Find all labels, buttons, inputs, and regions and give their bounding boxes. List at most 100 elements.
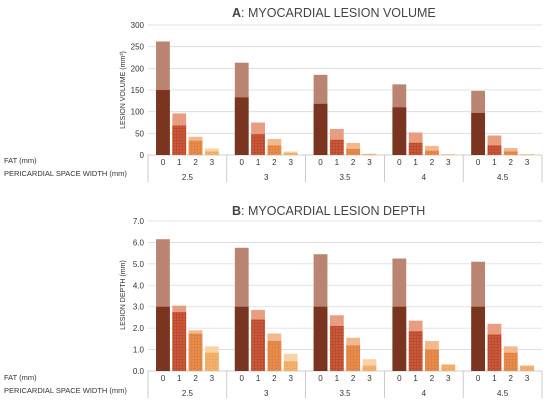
chart-a-width-row-label: PERICARDIAL SPACE WIDTH (mm): [4, 169, 127, 178]
chart-b-fat-label: 1: [256, 374, 261, 383]
chart-a-fat-label: 3: [525, 158, 530, 167]
chart-a-fat-label: 0: [476, 158, 481, 167]
chart-a-y-tick-label: 100: [131, 108, 145, 117]
chart-a-bar-total-4.5-fat-2: [503, 148, 518, 155]
chart-panel-b: B: MYOCARDIAL LESION DEPTH LESION DEPTH …: [4, 204, 543, 398]
chart-a-bar-texture-2.5-fat-2: [188, 140, 203, 155]
chart-a-fat-label: 2: [193, 158, 198, 167]
chart-b-fat-label: 3: [288, 374, 293, 383]
chart-b-bar-core-4.5-fat-0: [471, 306, 486, 371]
chart-b-fat-label: 3: [446, 374, 451, 383]
chart-b-fat-label: 2: [509, 374, 514, 383]
chart-a-bar-texture-2.5-fat-3: [204, 151, 219, 155]
chart-b-y-axis-label: LESION DEPTH (mm): [120, 260, 127, 330]
chart-b-fat-label: 0: [318, 374, 323, 383]
chart-a-fat-label: 2: [430, 158, 435, 167]
chart-b-bar-texture-4-fat-3: [441, 364, 456, 371]
chart-a-bar-texture-3-fat-3: [283, 152, 298, 155]
chart-a-width-label-4.5: 4.5: [497, 173, 509, 182]
chart-b-fat-label: 1: [413, 374, 418, 383]
chart-a-title: A: MYOCARDIAL LESION VOLUME: [232, 6, 436, 20]
chart-b-bar-texture-2.5-fat-1: [172, 312, 187, 371]
chart-a-y-tick-label: 200: [131, 64, 145, 73]
chart-a-fat-label: 2: [272, 158, 277, 167]
chart-a-bar-core-3.5-fat-0: [313, 103, 328, 155]
chart-b-y-tick-label: 0.0: [133, 367, 145, 376]
chart-a-width-label-3.5: 3.5: [339, 173, 351, 182]
chart-panel-a: A: MYOCARDIAL LESION VOLUME LESION VOLUM…: [4, 6, 543, 182]
chart-a-bar-texture-4.5-fat-2: [503, 151, 518, 155]
chart-b-bar-texture-3-fat-3: [283, 361, 298, 371]
chart-b-fat-label: 0: [397, 374, 402, 383]
chart-a-width-label-2.5: 2.5: [182, 173, 194, 182]
chart-a-bar-texture-2.5-fat-1: [172, 125, 187, 155]
chart-b-y-tick-label: 2.0: [133, 324, 145, 333]
chart-b-fat-label: 1: [492, 374, 497, 383]
chart-a-fat-label: 1: [492, 158, 497, 167]
chart-a-fat-label: 1: [413, 158, 418, 167]
chart-a-fat-label: 1: [177, 158, 182, 167]
chart-b-width-label-3.5: 3.5: [339, 389, 351, 398]
chart-b-title: B: MYOCARDIAL LESION DEPTH: [232, 204, 425, 218]
chart-b-fat-label: 0: [240, 374, 245, 383]
chart-b-width-label-3: 3: [264, 389, 269, 398]
chart-b-bar-texture-4-fat-2: [425, 349, 439, 371]
chart-a-fat-label: 3: [288, 158, 293, 167]
chart-a-fat-label: 1: [256, 158, 261, 167]
chart-a-bar-total-4-fat-2: [425, 145, 439, 155]
chart-b-bar-texture-2.5-fat-3: [204, 352, 219, 371]
chart-a-width-label-4: 4: [422, 173, 427, 182]
chart-b-fat-label: 2: [272, 374, 277, 383]
chart-b-plot: 0.01.02.03.04.05.06.07.00 1 2 32.50 1 2 330 1 2 3…: [133, 217, 543, 398]
chart-b-fat-label: 2: [430, 374, 435, 383]
chart-a-fat-label: 2: [509, 158, 514, 167]
chart-b-y-tick-label: 1.0: [133, 346, 145, 355]
chart-a-y-tick-label: 50: [135, 129, 144, 138]
chart-b-bar-core-4-fat-0: [392, 306, 407, 371]
chart-a-y-tick-label: 0: [140, 151, 145, 160]
chart-a-fat-label: 0: [240, 158, 245, 167]
chart-a-fat-label: 3: [210, 158, 215, 167]
chart-b-bar-texture-3.5-fat-3: [362, 365, 377, 371]
chart-b-bar-texture-4.5-fat-2: [503, 352, 518, 371]
chart-b-fat-label: 3: [367, 374, 372, 383]
chart-b-y-tick-label: 3.0: [133, 303, 145, 312]
chart-a-fat-label: 0: [318, 158, 323, 167]
chart-a-bar-texture-4.5-fat-1: [487, 145, 502, 155]
chart-b-bar-texture-3.5-fat-1: [329, 326, 344, 371]
chart-b-fat-label: 3: [210, 374, 215, 383]
chart-a-bar-texture-3.5-fat-1: [329, 139, 344, 155]
chart-b-bar-total-3.5-fat-3: [362, 359, 377, 371]
chart-a-bar-texture-3-fat-2: [267, 145, 282, 155]
chart-b-fat-label: 0: [161, 374, 166, 383]
chart-b-bar-core-3.5-fat-0: [313, 306, 328, 371]
chart-b-bar-core-2.5-fat-0: [156, 306, 170, 371]
chart-b-bar-texture-3-fat-1: [251, 319, 265, 371]
chart-b-fat-label: 1: [177, 374, 182, 383]
chart-b-fat-label: 2: [193, 374, 198, 383]
chart-a-y-tick-label: 300: [131, 21, 145, 30]
chart-b-y-tick-label: 5.0: [133, 260, 145, 269]
chart-b-bar-core-3-fat-0: [234, 306, 249, 371]
chart-a-bar-texture-3.5-fat-3: [362, 154, 377, 155]
chart-a-width-label-3: 3: [264, 173, 269, 182]
chart-b-fat-row-label: FAT (mm): [4, 373, 37, 382]
chart-a-fat-label: 1: [335, 158, 340, 167]
chart-b-y-tick-label: 6.0: [133, 238, 145, 247]
chart-b-y-tick-label: 4.0: [133, 281, 145, 290]
chart-a-fat-label: 3: [446, 158, 451, 167]
chart-b-bar-texture-4-fat-1: [408, 331, 423, 371]
chart-a-y-tick-label: 250: [131, 43, 145, 52]
chart-b-bar-texture-3.5-fat-2: [346, 345, 361, 371]
chart-a-fat-label: 0: [161, 158, 166, 167]
chart-b-fat-label: 3: [525, 374, 530, 383]
chart-b-fat-label: 2: [351, 374, 356, 383]
chart-b-width-row-label: PERICARDIAL SPACE WIDTH (mm): [4, 386, 127, 395]
chart-a-y-axis-label: LESION VOLUME (mm³): [120, 51, 127, 129]
chart-b-fat-label: 1: [335, 374, 340, 383]
chart-a-bar-core-4.5-fat-0: [471, 112, 486, 155]
chart-b-fat-label: 0: [476, 374, 481, 383]
